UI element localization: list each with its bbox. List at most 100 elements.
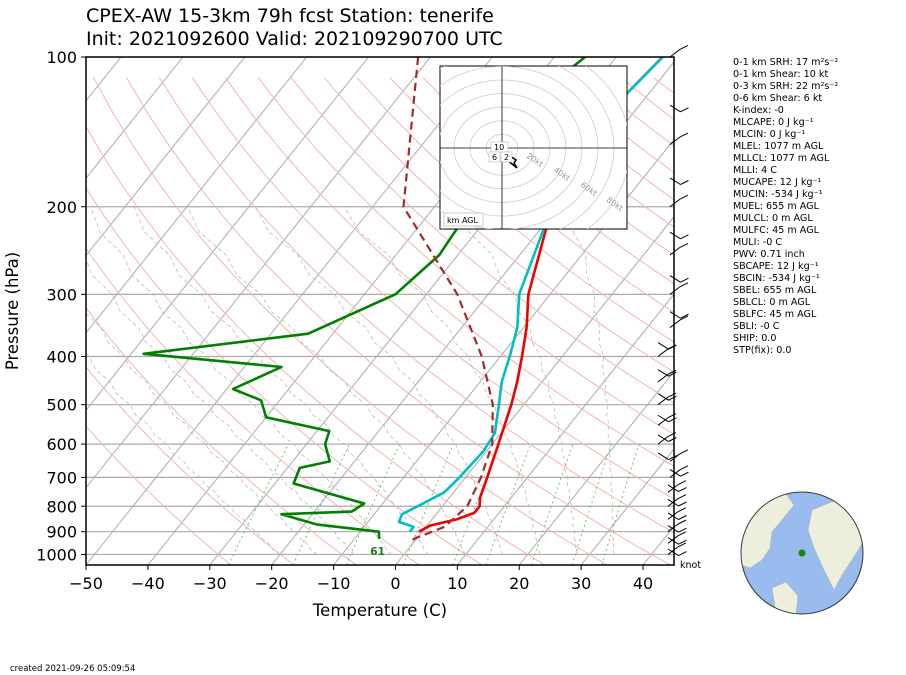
wind-barb	[669, 104, 681, 113]
hodograph-height-label: 6	[492, 153, 497, 162]
hodograph-height-label: 10	[494, 143, 504, 152]
wind-barb	[667, 546, 679, 555]
moist-adiabat	[86, 352, 281, 555]
x-tick-label: 0	[390, 574, 400, 593]
mixing-ratio-line	[485, 443, 532, 565]
dry-adiabat	[356, 77, 674, 343]
stat-line: MUEL: 655 m AGL	[733, 201, 819, 212]
wind-barb-flag	[667, 413, 677, 419]
wind-barb-flag	[677, 531, 687, 537]
wind-barb	[669, 231, 681, 240]
stat-line: SBLFC: 45 m AGL	[733, 309, 817, 320]
y-tick-label: 700	[46, 468, 77, 487]
stat-line: MULI: -0 C	[733, 237, 783, 248]
stat-line: MULCL: 0 m AGL	[733, 213, 813, 224]
wind-barb	[667, 511, 679, 520]
stat-line: SBLI: -0 C	[733, 321, 780, 332]
wind-barb	[657, 373, 669, 383]
wind-barb-flag	[668, 437, 677, 442]
wind-barb-flag	[677, 507, 687, 513]
dry-adiabat	[224, 77, 674, 467]
dry-adiabat	[86, 366, 295, 565]
stat-line: SBCIN: -534 J kg⁻¹	[733, 273, 820, 284]
wind-barb	[669, 319, 681, 329]
chart-title-line-1: CPEX-AW 15-3km 79h fcst Station: tenerif…	[86, 5, 494, 27]
x-tick-label: −30	[193, 574, 227, 593]
plot-frame	[85, 56, 675, 566]
mixing-ratio-line	[530, 443, 574, 565]
wind-barb-flag	[679, 242, 689, 248]
wind-barb-flag	[678, 501, 687, 507]
wind-barb-flag	[679, 282, 689, 288]
wind-barb-flag	[677, 542, 687, 548]
stat-line: 0-6 km Shear: 6 kt	[733, 93, 823, 104]
x-tick-label: 20	[509, 574, 529, 593]
stat-line: MLEL: 1077 m AGL	[733, 141, 824, 152]
wind-barb	[667, 498, 679, 507]
x-tick-label: −50	[69, 574, 103, 593]
y-tick-label: 800	[46, 497, 77, 516]
wind-barb-flag	[677, 494, 687, 500]
hodograph-height-box	[500, 151, 513, 163]
isotherm	[456, 293, 674, 565]
wind-barb-flag	[667, 392, 677, 398]
wind-barb	[669, 49, 681, 58]
x-axis-label: Temperature (C)	[312, 601, 447, 620]
isotherm	[86, 57, 308, 334]
wind-barb	[667, 512, 679, 520]
x-tick-label: −10	[317, 574, 351, 593]
moist-adiabat	[344, 206, 541, 555]
stat-line: MLLCL: 1077 m AGL	[733, 153, 830, 164]
isotherm	[86, 57, 493, 565]
stat-line: PWV: 0.71 inch	[733, 249, 805, 260]
temperature-profile	[418, 57, 664, 533]
wind-barb	[669, 286, 681, 295]
moist-adiabat	[86, 258, 355, 555]
chart-title-line-2: Init: 2021092600 Valid: 202109290700 UTC	[86, 28, 503, 50]
wind-barb	[667, 525, 679, 533]
moist-adiabat	[90, 206, 392, 555]
mixing-ratio-line	[227, 443, 289, 565]
mixing-ratio-line	[345, 443, 401, 565]
wind-barb	[657, 396, 669, 406]
hodograph-frame	[439, 65, 628, 230]
stat-line: MUCAPE: 12 J kg⁻¹	[733, 177, 822, 188]
wind-barb-flag	[668, 455, 677, 460]
y-tick-label: 500	[46, 396, 77, 415]
virtual-profile	[397, 57, 664, 533]
wind-barb-flag	[678, 539, 687, 545]
mixing-ratio-line	[601, 443, 640, 565]
stat-line: MLCIN: 0 J kg⁻¹	[733, 129, 806, 140]
dry-adiabat	[191, 77, 674, 500]
moist-adiabat	[187, 206, 467, 555]
x-tick-label: 10	[447, 574, 467, 593]
wind-barb	[657, 434, 669, 442]
isotherm	[580, 448, 674, 565]
mixing-ratio-line	[571, 443, 612, 565]
wind-barb-flag	[678, 527, 687, 533]
stat-line: MLCAPE: 0 J kg⁻¹	[733, 117, 814, 128]
hodograph-height-box	[488, 151, 501, 163]
wind-barb	[657, 348, 669, 357]
wind-barb-flag	[679, 194, 689, 200]
dry-adiabat	[389, 77, 674, 314]
mixing-ratio-line	[292, 443, 350, 565]
wind-barb	[657, 417, 669, 426]
wind-barb	[669, 198, 681, 208]
wind-barb	[657, 342, 669, 350]
wind-barb-flag	[679, 44, 689, 50]
isotherm	[86, 57, 246, 257]
wind-barb-flag	[679, 132, 689, 138]
hodograph-legend: km AGL	[447, 216, 479, 225]
wind-barb-flag	[678, 515, 687, 520]
wind-barb	[657, 436, 669, 445]
stat-line: MUCIN: -534 J kg⁻¹	[733, 189, 823, 200]
stat-line: K-index: -0	[733, 105, 784, 116]
plot-area	[86, 57, 674, 565]
isotherm	[86, 57, 370, 412]
mixing-ratio-line	[403, 443, 454, 565]
wind-units-label: knot	[680, 560, 702, 571]
dry-adiabat	[86, 125, 545, 565]
moist-adiabat	[255, 206, 504, 555]
